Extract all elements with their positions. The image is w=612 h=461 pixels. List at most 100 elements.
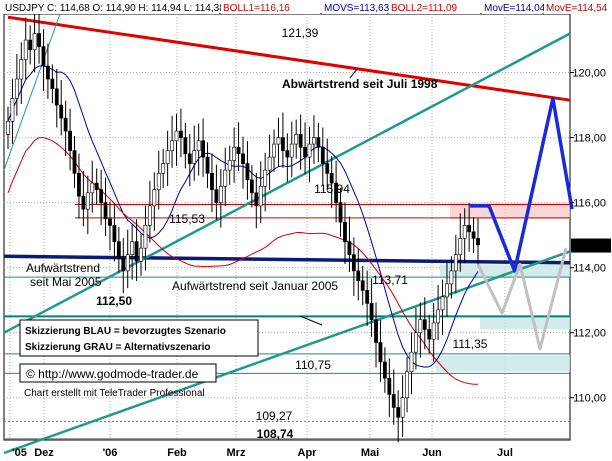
level-label: 111,35: [453, 337, 488, 351]
candle-body: [365, 290, 370, 304]
candle-body: [405, 371, 409, 399]
level-label: 109,27: [256, 409, 293, 423]
candle-body: [165, 150, 170, 164]
candle-body: [23, 39, 28, 60]
legend-bg: [3, 1, 219, 14]
candle-body: [46, 65, 50, 80]
support-zone-3: [436, 355, 570, 372]
level-label: 115,94: [314, 182, 350, 196]
candle-body: [378, 342, 383, 363]
candle-body: [307, 143, 312, 158]
candle-body: [94, 182, 99, 190]
scenario-blue-path: [470, 96, 574, 273]
candle-body: [351, 254, 356, 272]
candle-body: [449, 270, 454, 285]
candle-body: [312, 137, 316, 145]
candle-body: [347, 241, 352, 255]
candle-body: [338, 202, 343, 223]
candle-body: [125, 254, 130, 272]
candle-body: [54, 88, 59, 106]
candle-body: [382, 361, 387, 379]
candle-body: [467, 225, 472, 233]
legend-item: BOLL2=111,09: [391, 3, 458, 14]
y-tick-label: 114,00: [573, 263, 606, 275]
candle-body: [387, 377, 392, 395]
candle-body: [391, 394, 396, 408]
candle-body: [254, 192, 259, 207]
candle-body: [431, 322, 436, 340]
copyright-box: [19, 363, 217, 383]
candle-body: [152, 189, 157, 207]
candle-body: [77, 173, 81, 197]
candle-body: [121, 257, 126, 272]
candle-body: [210, 173, 214, 190]
candle-body: [10, 98, 15, 122]
channel-line: [3, 13, 61, 171]
boll-lower-line: [7, 137, 479, 385]
candle-body: [201, 140, 205, 158]
candle-body: [289, 143, 294, 158]
candle-body: [356, 270, 361, 281]
candle-body: [174, 130, 179, 142]
candle-body: [112, 225, 117, 242]
level-label: 115,53: [169, 212, 205, 226]
downtrend-pointer: [349, 68, 358, 79]
candle-body: [63, 117, 68, 132]
candle-body: [471, 231, 476, 239]
candle-body: [50, 78, 55, 90]
level-label: 113,71: [372, 273, 408, 287]
price-tag: [571, 238, 611, 253]
candle-body: [218, 186, 223, 203]
candle-body: [476, 238, 480, 246]
candle-body: [183, 137, 188, 155]
candle-body: [409, 351, 414, 373]
candle-body: [187, 153, 192, 164]
candle-body: [143, 225, 148, 249]
candle-body: [462, 225, 467, 239]
candle-body: [453, 254, 458, 272]
candle-body: [267, 156, 272, 171]
candle-body: [156, 173, 161, 190]
candle-body: [440, 296, 445, 311]
legend-item: USDJPY C: 114,68 O: 114,90 H: 114,94 L: …: [5, 3, 225, 14]
level-label: 112,50: [96, 294, 132, 308]
candle-body: [37, 33, 41, 47]
y-tick-label: 118,00: [573, 133, 606, 145]
level-label: 108,74: [257, 427, 294, 441]
legend-bg: [482, 1, 542, 14]
candle-body: [400, 397, 405, 418]
candle-body: [418, 319, 423, 333]
candle-body: [192, 150, 197, 164]
candle-body: [303, 147, 307, 158]
candle-body: [236, 147, 241, 155]
candle-body: [72, 150, 77, 174]
scenario-box: [19, 319, 259, 357]
candle-body: [68, 130, 72, 151]
copyright-text: © http://www.godmode-trader.de: [26, 367, 199, 381]
candle-body: [334, 182, 339, 203]
candle-body: [130, 241, 135, 255]
candle-body: [116, 241, 121, 259]
scenario-grey-path: [476, 247, 568, 351]
x-tick-label: Feb: [167, 447, 187, 459]
candle-body: [147, 205, 152, 226]
x-tick-label: '05: [12, 447, 27, 459]
x-tick-label: '06: [103, 447, 118, 459]
legend-item: MOVS=113,63: [324, 3, 390, 14]
candle-body: [14, 78, 19, 99]
y-tick-label: 110,00: [573, 393, 606, 405]
candle-body: [294, 134, 299, 145]
y-tick-label: 112,00: [573, 328, 606, 340]
candle-body: [205, 156, 210, 174]
uptrend-may-label: seit Mai 2005: [30, 275, 102, 289]
candle-body: [329, 173, 334, 184]
legend-bg: [322, 1, 387, 14]
candle-body: [263, 169, 268, 187]
candle-body: [41, 46, 46, 67]
legend-bg: [221, 1, 320, 14]
candle-body: [360, 280, 365, 291]
candle-body: [245, 163, 250, 181]
support-zone-1: [440, 264, 570, 278]
